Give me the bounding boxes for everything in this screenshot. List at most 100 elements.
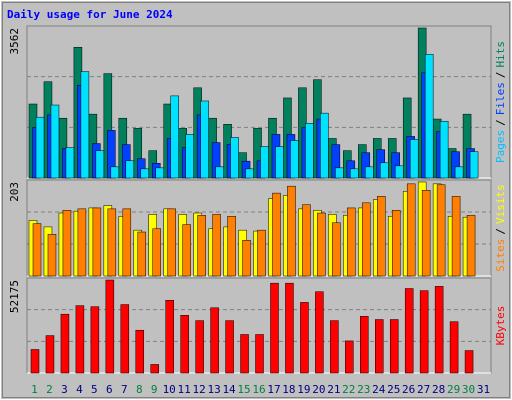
bar bbox=[315, 291, 324, 374]
bar bbox=[345, 340, 354, 374]
bar bbox=[140, 168, 150, 179]
chart-title: Daily usage for June 2024 bbox=[7, 8, 173, 21]
bar bbox=[110, 166, 120, 179]
bar bbox=[215, 166, 224, 179]
bar bbox=[225, 320, 234, 374]
x-tick-label: 24 bbox=[372, 383, 386, 396]
bar bbox=[62, 209, 72, 277]
bar bbox=[347, 207, 356, 277]
bar bbox=[275, 146, 284, 179]
bar bbox=[317, 212, 326, 277]
bar bbox=[391, 209, 401, 277]
x-tick-label: 13 bbox=[207, 383, 220, 396]
bar bbox=[122, 208, 132, 277]
legend-entry: KBytes bbox=[494, 306, 507, 346]
x-tick-label: 15 bbox=[237, 383, 250, 396]
bar bbox=[30, 349, 40, 374]
x-tick-label: 8 bbox=[136, 383, 143, 396]
x-tick-label: 17 bbox=[267, 383, 280, 396]
x-tick-label: 25 bbox=[387, 383, 400, 396]
bar bbox=[439, 120, 449, 179]
bar bbox=[270, 282, 279, 374]
bar bbox=[421, 190, 431, 277]
bar bbox=[195, 320, 204, 374]
bar bbox=[375, 319, 384, 374]
x-tick-label: 11 bbox=[178, 383, 191, 396]
bar bbox=[305, 123, 314, 179]
x-tick-label: 28 bbox=[432, 383, 445, 396]
legend-separator: / bbox=[494, 72, 507, 79]
bar bbox=[320, 112, 329, 179]
bar bbox=[290, 140, 299, 179]
legend-entry: Visits bbox=[494, 184, 507, 224]
bar bbox=[165, 300, 174, 374]
bar bbox=[135, 329, 145, 374]
bar bbox=[137, 231, 147, 277]
bar bbox=[230, 137, 239, 179]
x-tick-label: 21 bbox=[327, 383, 340, 396]
bar bbox=[65, 147, 75, 179]
bar bbox=[32, 223, 42, 277]
bar bbox=[95, 150, 105, 179]
bar bbox=[47, 234, 57, 277]
legend: Pages / Files / Hits bbox=[494, 41, 507, 163]
x-tick-label: 4 bbox=[76, 383, 83, 396]
x-tick-label: 7 bbox=[121, 383, 128, 396]
bar bbox=[200, 100, 209, 179]
bar bbox=[210, 307, 219, 374]
x-tick-label: 16 bbox=[252, 383, 265, 396]
bar bbox=[80, 71, 90, 179]
bar bbox=[406, 183, 416, 277]
x-tick-label: 12 bbox=[193, 383, 206, 396]
bar bbox=[466, 215, 476, 277]
bar bbox=[404, 288, 414, 374]
x-tick-label: 22 bbox=[342, 383, 355, 396]
bar bbox=[125, 160, 135, 179]
x-tick-label: 1 bbox=[31, 383, 38, 396]
y-max-label: 52175 bbox=[8, 280, 21, 313]
legend: KBytes bbox=[494, 306, 507, 346]
x-tick-label: 30 bbox=[462, 383, 475, 396]
x-tick-label: 23 bbox=[357, 383, 370, 396]
bar bbox=[50, 104, 60, 179]
x-tick-label: 26 bbox=[402, 383, 415, 396]
bar bbox=[105, 279, 115, 374]
x-tick-label: 29 bbox=[447, 383, 460, 396]
x-tick-label: 31 bbox=[477, 383, 490, 396]
bar bbox=[380, 162, 389, 179]
bar bbox=[60, 313, 70, 374]
x-tick-label: 5 bbox=[91, 383, 98, 396]
bar bbox=[389, 319, 399, 374]
bar bbox=[464, 350, 474, 374]
bar bbox=[449, 321, 459, 374]
bar bbox=[424, 54, 434, 179]
bar bbox=[451, 196, 461, 277]
legend-entry: Pages bbox=[494, 130, 507, 163]
x-tick-label: 14 bbox=[222, 383, 236, 396]
bar bbox=[167, 208, 176, 277]
bar bbox=[377, 196, 386, 277]
bar bbox=[92, 207, 102, 277]
bar bbox=[362, 202, 371, 277]
bar bbox=[330, 320, 339, 374]
bar bbox=[240, 334, 249, 374]
bar bbox=[45, 335, 55, 374]
x-tick-label: 9 bbox=[151, 383, 158, 396]
bar bbox=[242, 240, 251, 277]
bar bbox=[272, 192, 281, 277]
bar bbox=[182, 224, 191, 277]
bar bbox=[227, 216, 236, 277]
bar bbox=[180, 314, 189, 374]
bar bbox=[434, 286, 444, 374]
bar bbox=[350, 168, 359, 179]
bar bbox=[257, 229, 266, 277]
x-tick-label: 27 bbox=[417, 383, 430, 396]
x-tick-label: 3 bbox=[61, 383, 68, 396]
legend-entry: Files bbox=[494, 82, 507, 115]
bar bbox=[197, 215, 206, 277]
x-tick-label: 2 bbox=[46, 383, 53, 396]
bar bbox=[394, 165, 404, 179]
bar bbox=[150, 364, 159, 374]
bar bbox=[212, 214, 221, 277]
